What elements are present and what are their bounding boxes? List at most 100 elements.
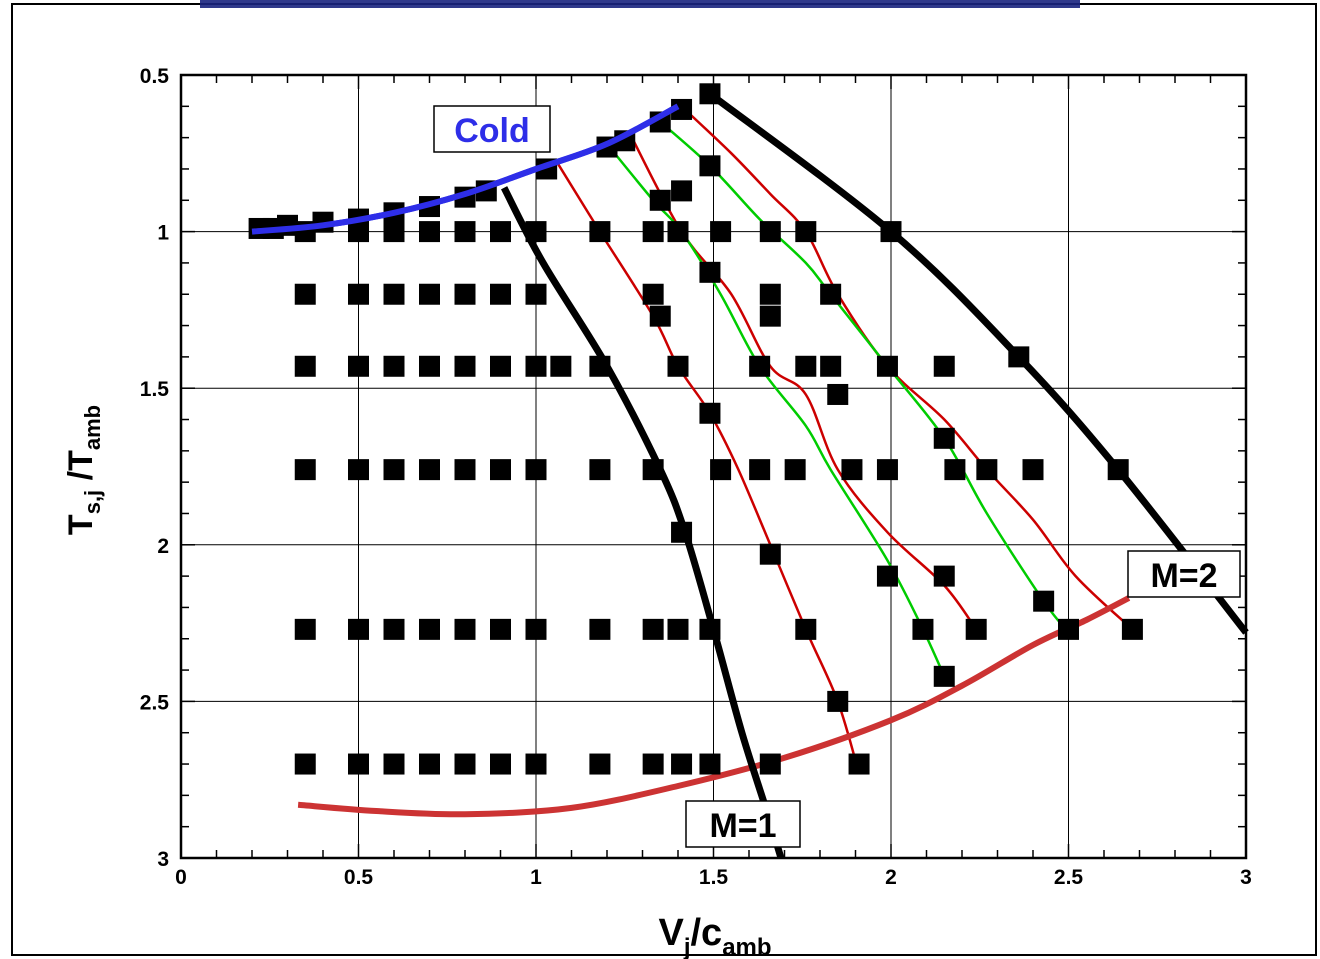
data-point	[759, 283, 781, 305]
data-point	[759, 305, 781, 327]
x-tick-label: 3	[1240, 866, 1252, 889]
data-point	[490, 221, 511, 243]
data-point	[454, 753, 476, 775]
curve-red-1	[556, 162, 861, 774]
y-tick-label: 1	[157, 222, 169, 245]
data-point	[784, 459, 806, 481]
x-tick-label: 2	[885, 866, 897, 889]
data-point	[876, 565, 898, 587]
y-tick-label: 3	[157, 848, 169, 871]
data-point	[795, 355, 817, 377]
data-point	[348, 459, 369, 481]
data-point	[383, 283, 405, 305]
data-point	[419, 355, 440, 377]
y-tick-label: 2.5	[140, 691, 170, 714]
data-point	[419, 283, 440, 305]
x-tick-label: 0	[175, 866, 187, 889]
data-point	[589, 355, 611, 377]
x-tick-label: 2.5	[1054, 866, 1084, 889]
data-point	[642, 283, 664, 305]
data-point	[699, 261, 721, 283]
data-point	[667, 618, 689, 640]
x-tick-label: 0.5	[344, 866, 374, 889]
data-point	[589, 753, 611, 775]
data-point	[383, 753, 405, 775]
data-point	[933, 427, 955, 449]
data-point	[490, 753, 511, 775]
data-point	[1022, 459, 1044, 481]
data-point	[749, 459, 771, 481]
data-point	[490, 283, 511, 305]
data-point	[1033, 590, 1055, 612]
curve-green-1	[606, 143, 946, 677]
data-point	[490, 459, 511, 481]
cropped-title-strip	[200, 0, 1080, 8]
data-point	[525, 753, 547, 775]
data-point	[820, 283, 842, 305]
data-point	[1058, 618, 1079, 640]
data-point	[944, 459, 966, 481]
data-point	[841, 459, 863, 481]
data-point	[550, 355, 572, 377]
data-point	[933, 355, 955, 377]
data-point	[848, 753, 870, 775]
data-point	[642, 459, 664, 481]
data-point	[454, 459, 476, 481]
data-point	[649, 305, 671, 327]
data-point	[671, 180, 693, 202]
data-point	[454, 618, 476, 640]
data-point	[294, 753, 316, 775]
data-point	[294, 355, 316, 377]
m2-annotation: M=2	[1127, 550, 1241, 598]
data-point	[383, 618, 405, 640]
data-point	[454, 283, 476, 305]
y-tick-label: 2	[157, 535, 169, 558]
data-point	[294, 459, 316, 481]
data-point	[294, 618, 316, 640]
data-point	[820, 355, 842, 377]
data-point	[699, 402, 721, 424]
x-tick-labels: 0 0.5 1 1.5 2 2.5 3	[175, 866, 1252, 889]
data-point	[419, 753, 440, 775]
data-point	[525, 459, 547, 481]
data-point	[671, 521, 693, 543]
data-point	[876, 459, 898, 481]
data-point	[710, 459, 732, 481]
data-point	[795, 221, 817, 243]
data-point	[933, 665, 955, 687]
svg-text:M=1: M=1	[709, 807, 776, 845]
data-point	[525, 618, 547, 640]
data-point	[667, 355, 689, 377]
data-point	[965, 618, 987, 640]
data-point	[419, 221, 440, 243]
data-point	[699, 83, 721, 105]
data-point	[525, 221, 547, 243]
data-point	[880, 221, 902, 243]
x-tick-label: 1	[530, 866, 542, 889]
data-point	[827, 383, 849, 405]
y-tick-label: 1.5	[140, 378, 170, 401]
data-point	[348, 618, 369, 640]
data-point	[667, 221, 689, 243]
data-point	[976, 459, 998, 481]
data-point	[490, 355, 511, 377]
data-point	[454, 355, 476, 377]
data-point	[827, 690, 849, 712]
data-point	[348, 221, 369, 243]
y-tick-labels: 0.5 1 1.5 2 2.5 3	[140, 65, 170, 871]
data-point	[759, 543, 781, 565]
data-point	[912, 618, 934, 640]
data-point	[759, 221, 781, 243]
curve-cold-overlay	[251, 103, 680, 235]
data-point	[699, 155, 721, 177]
data-point	[348, 283, 369, 305]
svg-text:M=2: M=2	[1150, 557, 1217, 595]
data-point	[1008, 346, 1030, 368]
y-axis-title: Ts,j /Tamb	[62, 405, 105, 535]
m1-annotation: M=1	[685, 800, 801, 848]
data-point	[876, 355, 898, 377]
x-tick-label: 1.5	[699, 866, 729, 889]
x-axis-title: Vj/camb	[658, 912, 771, 959]
svg-text:Cold: Cold	[454, 112, 530, 150]
curve-green-2	[655, 117, 1070, 634]
